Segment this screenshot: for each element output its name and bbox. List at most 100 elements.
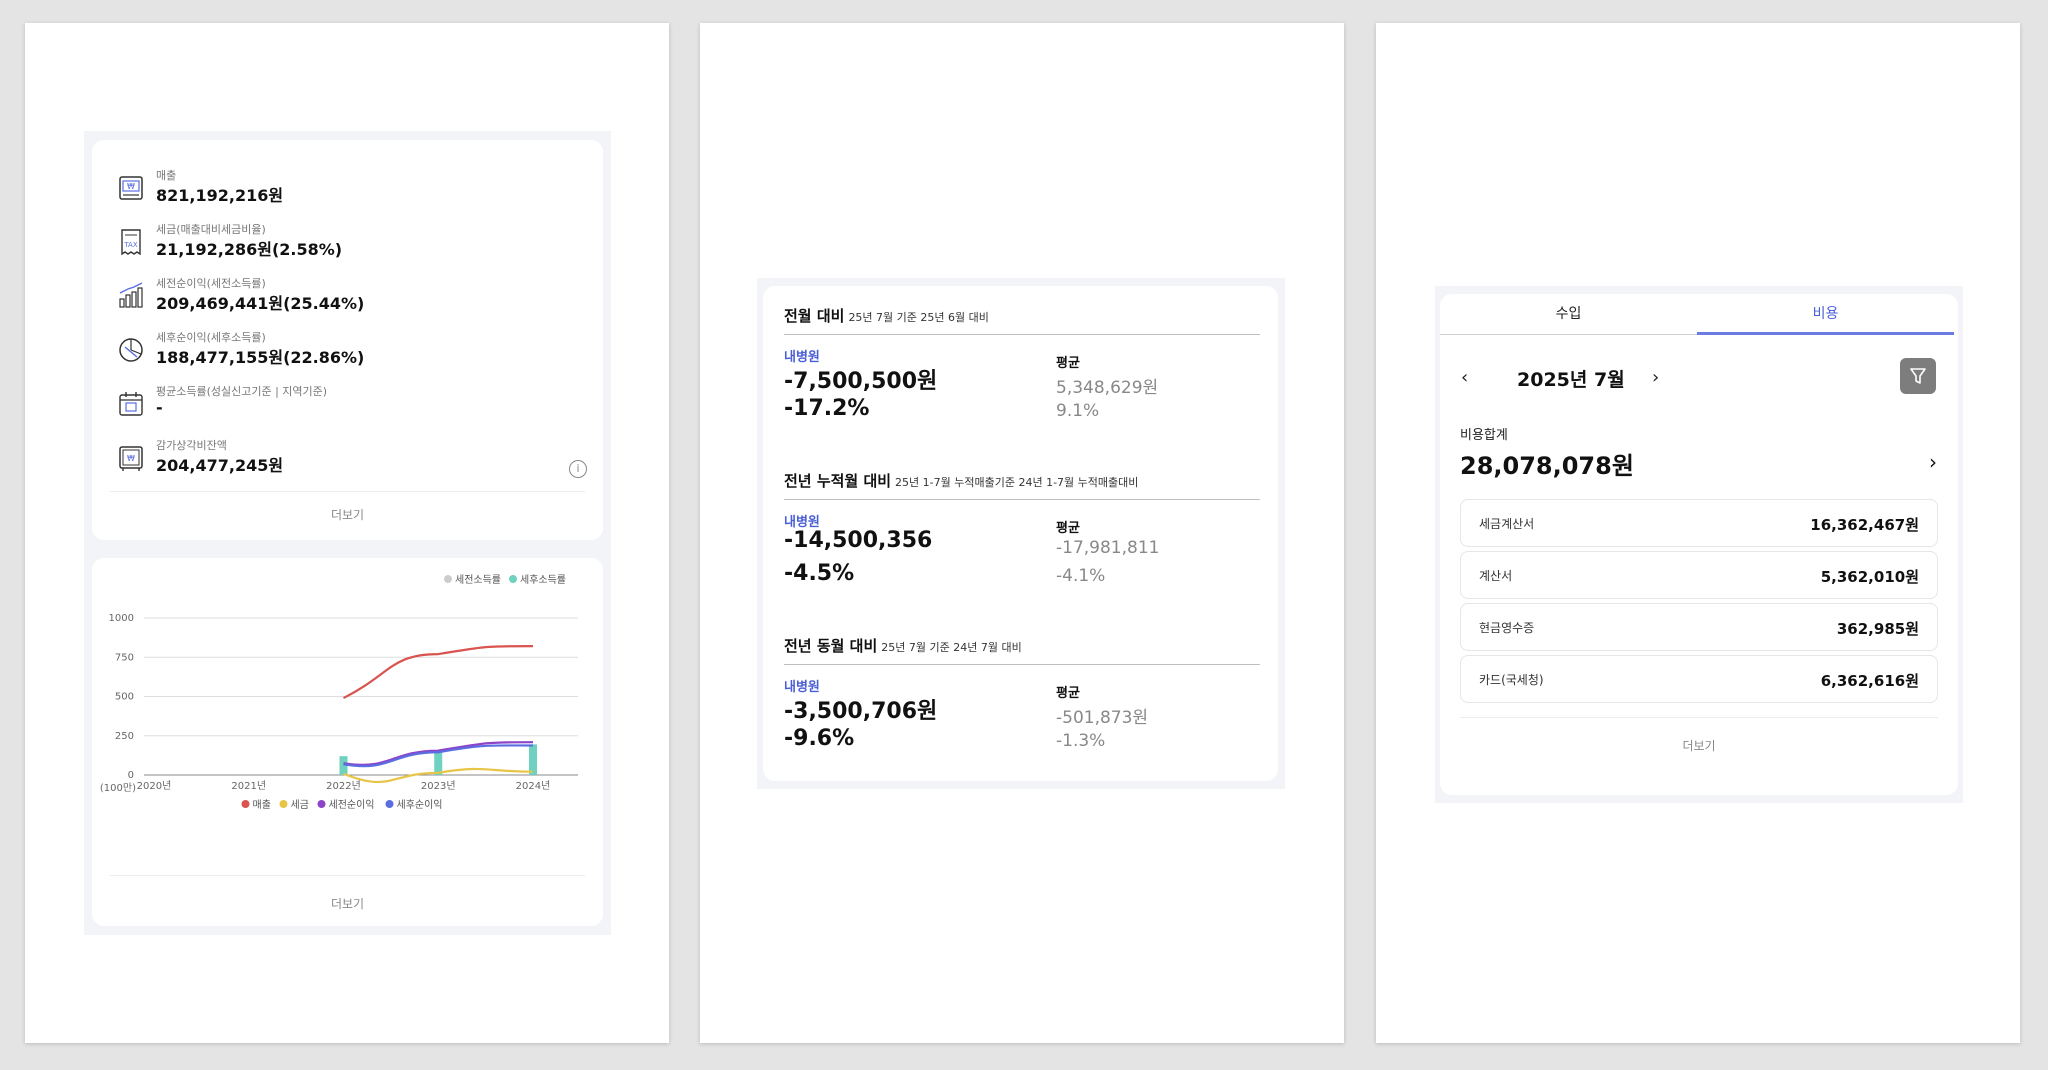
metric-average-income-rate: 평균소득률(성실신고기준 | 지역기준) - [116,383,576,429]
metric-value: 204,477,245원 [156,456,284,475]
expense-row-value: 16,362,467원 [1810,516,1919,534]
section-title: 전년 누적월 대비 [784,472,892,490]
y-tick-label: 750 [115,652,134,663]
expense-total-value: 28,078,078원 [1460,452,1634,480]
current-month: 2025년 7월 [1517,369,1625,391]
chevron-right-icon[interactable]: › [1929,450,1937,474]
divider [784,499,1260,500]
legend-label: 세전순이익 [329,799,375,811]
chart-more-button[interactable]: 더보기 [330,897,365,911]
filter-button[interactable] [1900,358,1936,394]
expense-row-label: 세금계산서 [1479,517,1535,531]
page-3: 수입 비용 ‹ 2025년 7월 › 비용합계 28,078,078원 › 세금… [1376,23,2020,1043]
tax-receipt-icon: TAX [121,229,141,256]
expense-screenshot: 수입 비용 ‹ 2025년 7월 › 비용합계 28,078,078원 › 세금… [1435,286,1963,803]
divider [784,334,1260,335]
my-hospital-label: 내병원 [784,350,820,365]
more-button[interactable]: 더보기 [330,508,365,522]
comparison-card: 전월 대비 25년 7월 기준 25년 6월 대비 내병원 -7,500,500원… [763,286,1278,781]
section-vs-last-year-cumulative: 전년 누적월 대비 25년 1-7월 누적매출기준 24년 1-7월 누적매출대비… [784,470,1260,630]
page-2: 전월 대비 25년 7월 기준 25년 6월 대비 내병원 -7,500,500원… [700,23,1344,1043]
expense-row-card[interactable]: 카드(국세청) 6,362,616원 [1460,655,1938,703]
expense-row-invoice[interactable]: 계산서 5,362,010원 [1460,551,1938,599]
metric-value: 21,192,286원(2.58%) [156,240,343,259]
metric-label: 감가상각비잔액 [156,439,227,452]
metric-tax: TAX 세금(매출대비세금비율) 21,192,286원(2.58%) [116,221,576,267]
expense-row-value: 5,362,010원 [1820,568,1919,586]
my-percent: -9.6% [784,726,855,751]
info-icon[interactable]: i [569,460,587,478]
average-label: 평균 [1056,356,1080,371]
metric-aftertax-profit: 세후순이익(세후소득률) 188,477,155원(22.86%) [116,329,576,375]
legend-label: 세금 [291,799,309,811]
legend-dot [241,800,250,808]
chart-bar [339,756,348,775]
safe-won-icon: ₩ [119,446,143,471]
legend-dot [279,800,288,808]
average-value: -501,873원 [1056,708,1149,728]
metric-value: 821,192,216원 [156,186,284,205]
divider [1460,717,1938,718]
expense-row-label: 카드(국세청) [1479,673,1544,687]
my-hospital-label: 내병원 [784,680,820,695]
my-hospital-label: 내병원 [784,515,820,530]
divider [110,491,585,492]
section-header: 전년 누적월 대비 25년 1-7월 누적매출기준 24년 1-7월 누적매출대비 [784,470,1138,491]
page-1: ₩ 매출 821,192,216원 TAX 세금(매출대비세금비율) 21,19… [25,23,669,1043]
my-percent: -4.5% [784,561,855,586]
expense-row-label: 계산서 [1479,569,1513,583]
section-subtitle: 25년 7월 기준 25년 6월 대비 [848,311,989,324]
metric-pretax-profit: 세전순이익(세전소득률) 209,469,441원(25.44%) [116,275,576,321]
next-month-icon[interactable]: › [1652,367,1660,388]
pie-chart-icon [119,338,143,362]
expense-row-tax-invoice[interactable]: 세금계산서 16,362,467원 [1460,499,1938,547]
tab-income[interactable]: 수입 [1440,294,1697,335]
chart-card: 2020년 2021년 2022년 2023년 2024년 0 250 500 750 1000… [92,558,603,926]
expense-row-value: 362,985원 [1836,620,1919,638]
series-line [343,767,534,783]
legend-dot [509,575,517,583]
my-value: -7,500,500원 [784,369,938,394]
series-line [343,744,534,768]
chart-bar [529,744,537,775]
expense-row-cash-receipt[interactable]: 현금영수증 362,985원 [1460,603,1938,651]
average-label: 평균 [1056,686,1080,701]
expense-row-label: 현금영수증 [1479,621,1535,635]
section-title: 전년 동월 대비 [784,637,878,655]
average-percent: -4.1% [1056,566,1106,586]
y-unit-label: (100만) [100,782,136,794]
metric-label: 평균소득률(성실신고기준 | 지역기준) [156,385,328,398]
metric-value: 188,477,155원(22.86%) [156,348,365,367]
prev-month-icon[interactable]: ‹ [1461,367,1469,388]
metric-value: 209,469,441원(25.44%) [156,294,365,313]
chart-bar [434,751,443,775]
my-value: -14,500,356 [784,528,933,553]
average-label: 평균 [1056,521,1080,536]
legend-dot [317,800,326,808]
section-subtitle: 25년 1-7월 누적매출기준 24년 1-7월 누적매출대비 [895,476,1139,489]
average-percent: -1.3% [1056,731,1106,751]
tab-expense[interactable]: 비용 [1697,294,1954,335]
x-tick-label: 2024년 [516,780,551,792]
filter-icon [1910,368,1926,384]
more-button[interactable]: 더보기 [1682,739,1716,753]
section-title: 전월 대비 [784,307,845,325]
x-tick-label: 2023년 [421,780,456,792]
section-vs-last-month: 전월 대비 25년 7월 기준 25년 6월 대비 내병원 -7,500,500원… [784,305,1260,465]
legend-label: 매출 [253,799,271,811]
my-percent: -17.2% [784,396,870,421]
receipt-won-icon: ₩ [119,176,143,200]
bar-chart-icon [119,282,143,308]
x-tick-label: 2020년 [137,780,172,792]
average-value: -17,981,811 [1056,538,1160,558]
section-subtitle: 25년 7월 기준 24년 7월 대비 [881,641,1022,654]
metric-label: 세후순이익(세후소득률) [156,331,266,344]
summary-card: ₩ 매출 821,192,216원 TAX 세금(매출대비세금비율) 21,19… [92,140,603,540]
my-value: -3,500,706원 [784,699,938,724]
legend-label: 세후소득률 [520,574,566,586]
section-vs-last-year-same-month: 전년 동월 대비 25년 7월 기준 24년 7월 대비 내병원 -3,500,7… [784,635,1260,795]
y-tick-label: 1000 [109,613,134,624]
section-header: 전월 대비 25년 7월 기준 25년 6월 대비 [784,305,989,326]
svg-text:₩: ₩ [127,182,135,191]
metric-label: 매출 [156,169,177,182]
